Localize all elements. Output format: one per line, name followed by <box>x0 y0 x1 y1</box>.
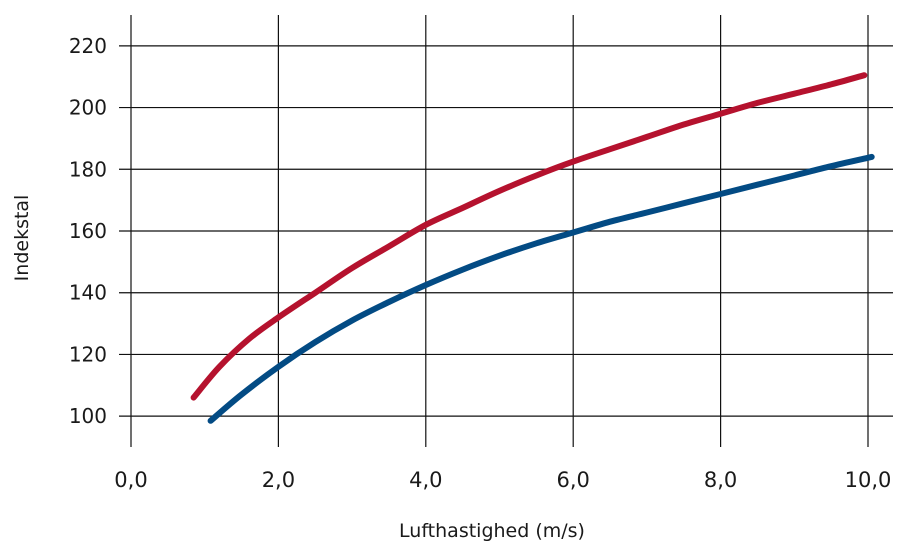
x-tick-label: 6,0 <box>556 468 589 492</box>
x-tick-label: 2,0 <box>262 468 295 492</box>
x-tick-label: 10,0 <box>845 468 892 492</box>
series-group <box>190 72 875 424</box>
x-axis-label: Lufthastighed (m/s) <box>399 520 585 542</box>
y-axis-label: Indekstal <box>11 195 33 282</box>
x-tick-label: 0,0 <box>114 468 147 492</box>
grid <box>119 15 893 447</box>
y-tick-label: 140 <box>69 281 107 305</box>
series-line-blue <box>207 153 875 424</box>
x-tick-label: 4,0 <box>409 468 442 492</box>
y-tick-label: 180 <box>69 157 107 181</box>
y-tick-label: 120 <box>69 342 107 366</box>
x-tick-label: 8,0 <box>704 468 737 492</box>
y-tick-label: 220 <box>69 34 107 58</box>
y-tick-label: 200 <box>69 96 107 120</box>
series-line-red <box>190 72 868 401</box>
y-tick-label: 160 <box>69 219 107 243</box>
y-tick-label: 100 <box>69 404 107 428</box>
x-axis-ticks: 0,0 2,0 4,0 6,0 8,0 10,0 <box>114 468 891 492</box>
y-axis-ticks: 100 120 140 160 180 200 220 <box>69 34 107 428</box>
